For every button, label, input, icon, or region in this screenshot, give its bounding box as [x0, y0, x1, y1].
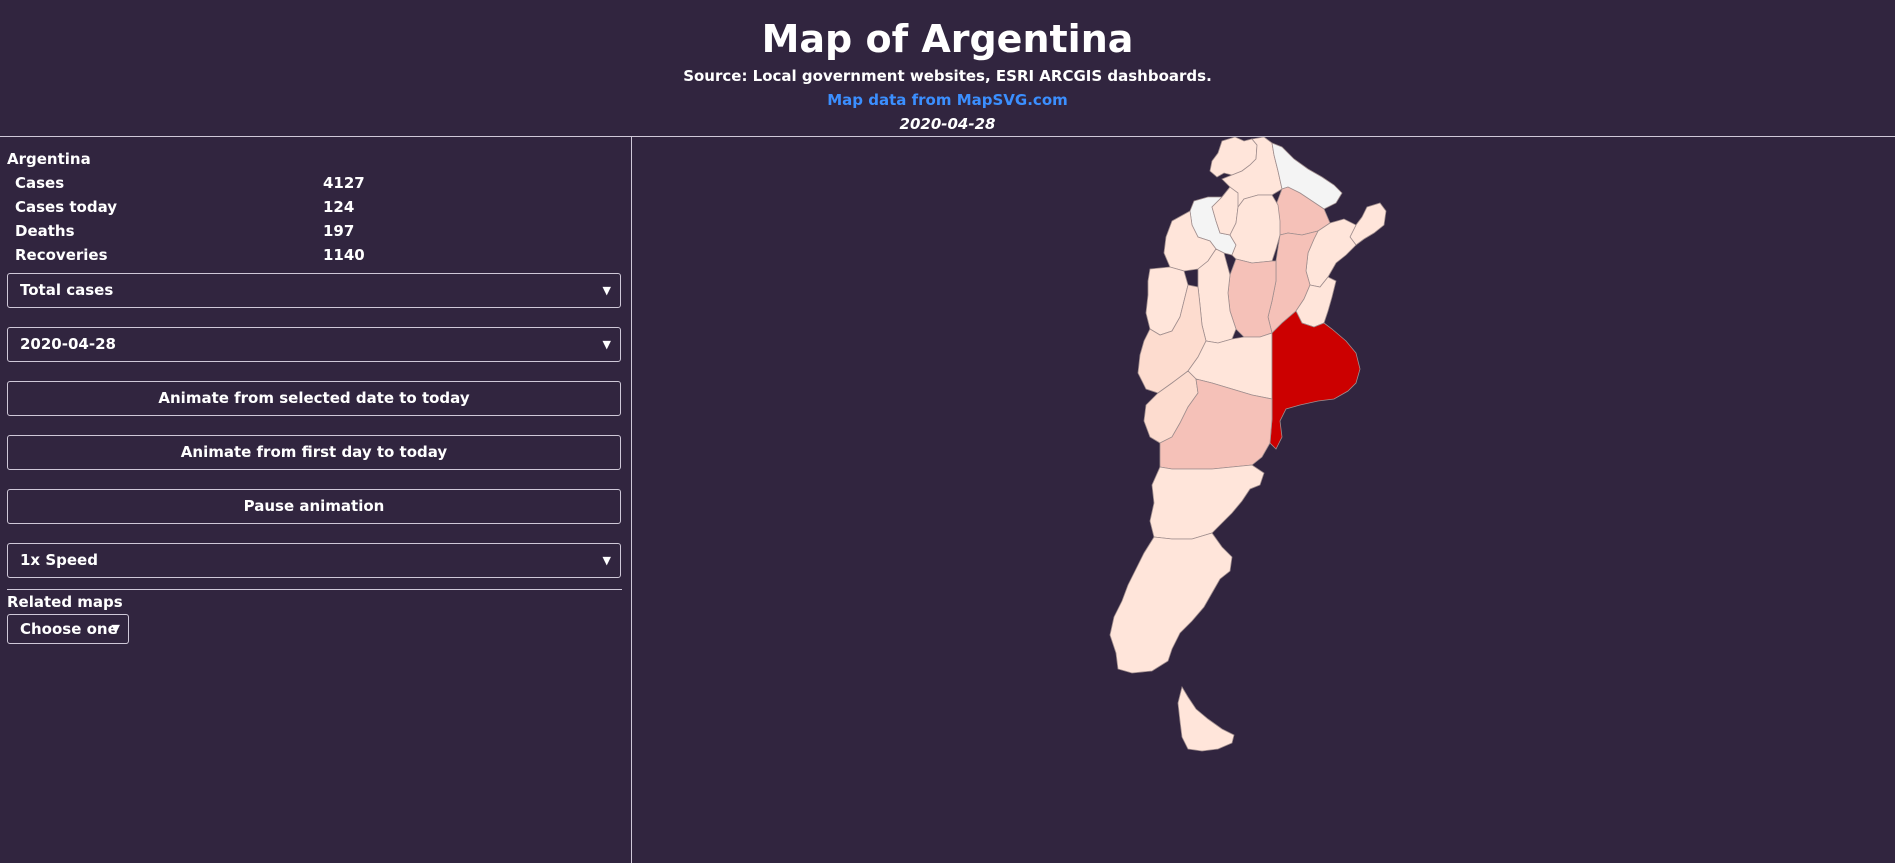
date-select-value: 2020-04-28 — [20, 335, 116, 353]
stat-label: Recoveries — [15, 246, 108, 264]
related-maps-select[interactable]: Choose one ▼ — [7, 614, 129, 644]
province-chubut[interactable] — [1149, 464, 1265, 540]
page-title: Map of Argentina — [761, 17, 1134, 61]
stat-value: 1140 — [323, 246, 365, 264]
chevron-down-icon: ▼ — [602, 284, 611, 297]
argentina-map — [1109, 137, 1387, 752]
current-date-label: 2020-04-28 — [899, 115, 996, 133]
stat-label: Deaths — [15, 222, 75, 240]
source-note: Source: Local government websites, ESRI … — [683, 67, 1212, 85]
stat-row-recoveries: Recoveries 1140 — [15, 245, 615, 267]
date-select[interactable]: 2020-04-28 ▼ — [7, 327, 621, 362]
province-buenos-aires[interactable] — [1269, 310, 1361, 450]
stat-label: Cases — [15, 174, 65, 192]
province-formosa[interactable] — [1271, 142, 1343, 210]
stat-label: Cases today — [15, 198, 118, 216]
stat-value: 124 — [323, 198, 355, 216]
related-maps-label: Related maps — [7, 593, 123, 611]
metric-select-value: Total cases — [20, 281, 114, 299]
speed-select[interactable]: 1x Speed ▼ — [7, 543, 621, 578]
province-misiones[interactable] — [1349, 202, 1387, 246]
stat-row-cases-today: Cases today 124 — [15, 197, 615, 219]
animate-first-button[interactable]: Animate from first day to today — [7, 435, 621, 470]
header-divider — [0, 136, 1895, 137]
stat-value: 197 — [323, 222, 355, 240]
region-name: Argentina — [7, 150, 91, 168]
province-entre-rios[interactable] — [1295, 276, 1337, 328]
province-cordoba[interactable] — [1227, 258, 1277, 338]
chevron-down-icon: ▼ — [602, 554, 611, 567]
metric-select[interactable]: Total cases ▼ — [7, 273, 621, 308]
related-maps-select-value: Choose one — [20, 620, 118, 638]
map-area — [632, 137, 1895, 863]
animate-selected-button[interactable]: Animate from selected date to today — [7, 381, 621, 416]
stat-value: 4127 — [323, 174, 365, 192]
sidebar-divider — [7, 589, 622, 590]
speed-select-value: 1x Speed — [20, 551, 98, 569]
stat-row-deaths: Deaths 197 — [15, 221, 615, 243]
sidebar: Argentina Cases 4127 Cases today 124 Dea… — [0, 137, 632, 863]
header: Map of Argentina Source: Local governmen… — [0, 0, 1895, 136]
pause-button[interactable]: Pause animation — [7, 489, 621, 524]
province-tierra-del-fuego[interactable] — [1177, 685, 1235, 752]
map-data-link[interactable]: Map data from MapSVG.com — [827, 91, 1068, 109]
province-santa-cruz[interactable] — [1109, 532, 1233, 674]
chevron-down-icon: ▼ — [111, 622, 120, 635]
stat-row-cases: Cases 4127 — [15, 173, 615, 195]
chevron-down-icon: ▼ — [602, 338, 611, 351]
